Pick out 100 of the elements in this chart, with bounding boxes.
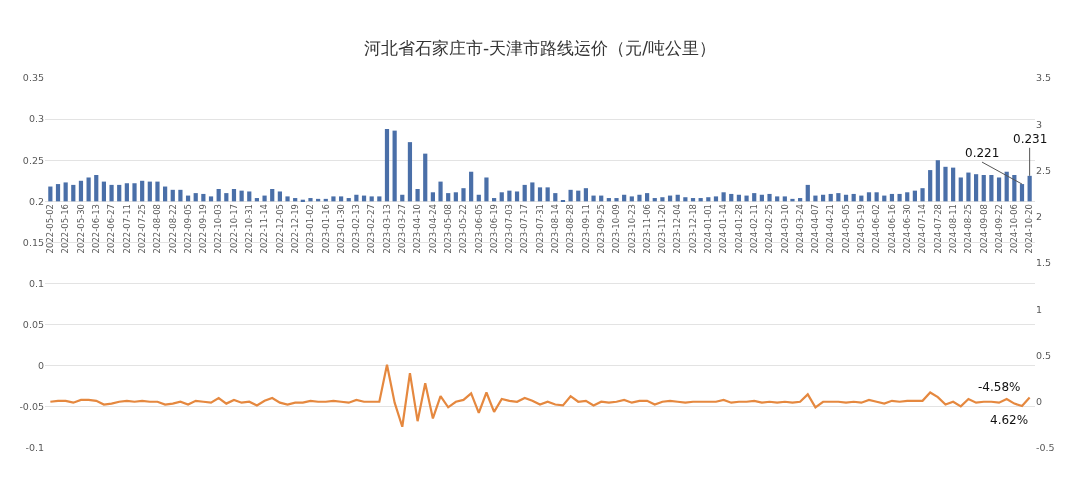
bar — [224, 193, 229, 202]
bar — [63, 182, 68, 202]
bar — [1019, 184, 1025, 202]
bar — [415, 189, 420, 202]
bar — [430, 192, 435, 202]
bar — [193, 193, 198, 202]
x-tick-label: 2023-02-27 — [366, 204, 377, 254]
y2-tick-label: 0.5 — [1036, 349, 1052, 361]
y2-tick-label: 0 — [1036, 396, 1043, 408]
bar — [86, 177, 91, 202]
y-tick-label: 0.3 — [28, 113, 44, 125]
x-tick-label: 2024-10-20 — [1024, 204, 1035, 254]
bar — [996, 177, 1002, 202]
bar — [392, 130, 397, 202]
bar — [522, 184, 527, 202]
bar — [407, 142, 413, 202]
bar — [775, 196, 780, 202]
x-tick-label: 2023-01-02 — [305, 204, 316, 254]
bar — [117, 184, 122, 202]
x-tick-label: 2022-08-22 — [167, 204, 178, 254]
bar — [966, 172, 971, 202]
x-tick-label: 2023-05-08 — [442, 204, 453, 254]
y2-tick-label: 3 — [1036, 118, 1043, 130]
x-tick-label: 2022-10-17 — [228, 204, 239, 254]
bar — [469, 171, 474, 202]
x-tick-label: 2024-01-01 — [703, 204, 714, 254]
bar — [514, 191, 520, 202]
bar — [231, 189, 237, 202]
y-tick-label: 0 — [37, 360, 44, 372]
bar — [889, 193, 895, 202]
x-tick-label: 2023-11-20 — [657, 204, 668, 254]
y-tick-label: 0.15 — [22, 236, 44, 248]
x-tick-label: 2022-08-08 — [152, 204, 163, 254]
x-tick-label: 2023-01-16 — [320, 204, 331, 254]
bar — [247, 191, 252, 202]
x-tick-label: 2024-06-16 — [886, 204, 897, 254]
x-tick-label: 2024-02-25 — [764, 204, 775, 254]
x-tick-label: 2022-06-27 — [106, 204, 117, 254]
bar — [461, 188, 466, 202]
bar — [530, 182, 535, 202]
x-tick-label: 2024-04-07 — [810, 204, 821, 254]
y2-tick-label: 3.5 — [1036, 72, 1052, 84]
bar — [790, 198, 795, 202]
bar — [285, 196, 290, 202]
x-tick-label: 2023-09-25 — [595, 204, 606, 254]
data-label: -4.58% — [978, 380, 1021, 394]
x-tick-label: 2023-10-09 — [611, 204, 622, 254]
x-tick-label: 2022-05-16 — [60, 204, 71, 254]
bar — [78, 180, 84, 202]
x-tick-label: 2023-10-23 — [626, 204, 637, 254]
y2-tick-label: 1 — [1036, 303, 1043, 315]
x-tick-label: 2022-09-19 — [198, 204, 209, 254]
bar — [48, 186, 53, 202]
x-tick-label: 2024-01-28 — [733, 204, 744, 254]
bar — [109, 184, 114, 202]
x-tick-label: 2022-09-05 — [182, 204, 193, 254]
x-tick-label: 2024-05-19 — [856, 204, 867, 254]
bar — [897, 193, 902, 202]
bar — [813, 195, 818, 202]
bar — [384, 128, 390, 202]
bar — [208, 196, 214, 202]
bar — [308, 198, 313, 202]
y-tick-label: 0.2 — [28, 195, 44, 207]
bar — [545, 187, 550, 202]
bar — [270, 189, 275, 202]
x-tick-label: 2023-12-18 — [687, 204, 698, 254]
x-tick-label: 2023-08-14 — [550, 204, 561, 254]
y-tick-label: 0.1 — [28, 277, 44, 289]
x-tick-label: 2023-04-24 — [427, 204, 438, 254]
x-tick-label: 2023-12-04 — [672, 204, 683, 254]
x-tick-label: 2022-11-14 — [259, 204, 270, 254]
bar — [752, 193, 757, 202]
bar — [981, 175, 986, 202]
bar — [453, 192, 458, 202]
x-tick-label: 2023-03-13 — [381, 204, 392, 254]
bar — [767, 193, 772, 202]
bar — [866, 192, 872, 202]
chart-title: 河北省石家庄市-天津市路线运价（元/吨公里） — [364, 37, 716, 58]
x-tick-label: 2024-09-08 — [978, 204, 989, 254]
y-tick-label: -0.1 — [25, 442, 44, 454]
bar — [55, 184, 61, 202]
bar — [147, 181, 152, 202]
data-label: 0.221 — [965, 146, 1000, 160]
y2-tick-label: 2.5 — [1036, 164, 1052, 176]
x-tick-label: 2024-05-05 — [840, 204, 851, 254]
line-series — [49, 363, 1031, 428]
bar — [140, 180, 145, 202]
bar — [805, 184, 810, 202]
x-tick-label: 2023-07-17 — [519, 204, 530, 254]
x-tick-label: 2024-03-24 — [794, 204, 805, 254]
x-tick-label: 2023-08-28 — [565, 204, 576, 254]
x-tick-label: 2024-10-06 — [1009, 204, 1020, 254]
bar — [369, 196, 374, 202]
bar — [973, 174, 979, 202]
y-tick-label: 0.35 — [22, 72, 44, 84]
bar — [583, 188, 589, 202]
x-tick-label: 2024-01-14 — [718, 204, 729, 254]
y-tick-label: -0.05 — [19, 401, 44, 413]
x-tick-label: 2022-06-13 — [91, 204, 102, 254]
bar — [1027, 175, 1032, 202]
